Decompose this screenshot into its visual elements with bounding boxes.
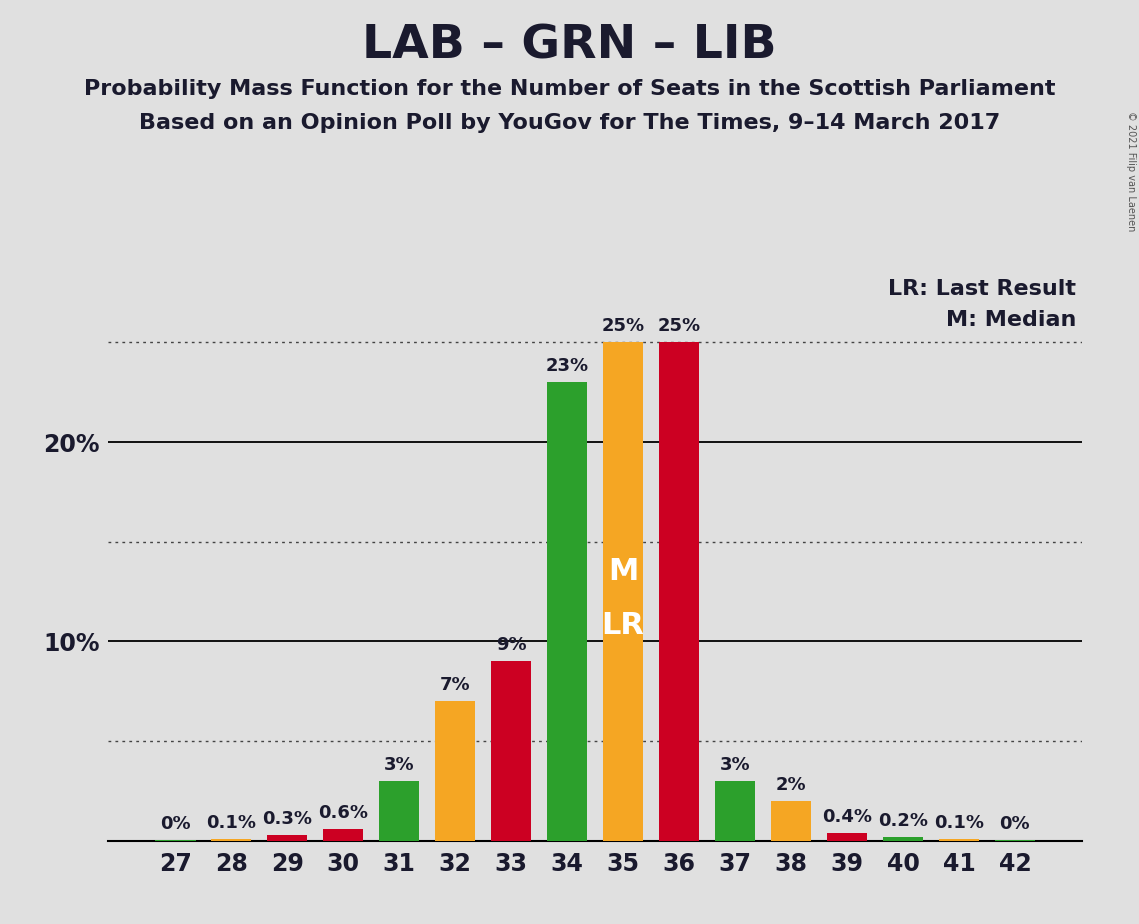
Text: 25%: 25% <box>657 317 700 335</box>
Text: 3%: 3% <box>384 756 415 774</box>
Bar <box>715 781 755 841</box>
Text: LR: LR <box>601 611 645 640</box>
Bar <box>883 837 923 841</box>
Bar <box>323 829 363 841</box>
Text: LR: Last Result: LR: Last Result <box>888 278 1076 298</box>
Text: © 2021 Filip van Laenen: © 2021 Filip van Laenen <box>1126 111 1136 231</box>
Bar <box>939 839 980 841</box>
Bar <box>659 343 699 841</box>
Text: 25%: 25% <box>601 317 645 335</box>
Text: 0.3%: 0.3% <box>262 809 312 828</box>
Text: Based on an Opinion Poll by YouGov for The Times, 9–14 March 2017: Based on an Opinion Poll by YouGov for T… <box>139 113 1000 133</box>
Text: 0%: 0% <box>161 815 190 833</box>
Bar <box>827 833 867 841</box>
Bar <box>491 662 531 841</box>
Text: M: Median: M: Median <box>947 310 1076 331</box>
Text: LAB – GRN – LIB: LAB – GRN – LIB <box>362 23 777 68</box>
Text: Probability Mass Function for the Number of Seats in the Scottish Parliament: Probability Mass Function for the Number… <box>84 79 1055 99</box>
Text: M: M <box>608 557 638 586</box>
Text: 0.4%: 0.4% <box>822 808 872 826</box>
Text: 3%: 3% <box>720 756 751 774</box>
Text: 23%: 23% <box>546 358 589 375</box>
Text: 0.2%: 0.2% <box>878 812 928 830</box>
Bar <box>435 701 475 841</box>
Bar <box>771 801 811 841</box>
Bar <box>547 383 588 841</box>
Bar <box>994 840 1035 841</box>
Bar <box>155 840 196 841</box>
Text: 0.6%: 0.6% <box>318 804 368 822</box>
Text: 2%: 2% <box>776 776 806 794</box>
Text: 9%: 9% <box>495 637 526 654</box>
Text: 0.1%: 0.1% <box>206 814 256 832</box>
Bar <box>603 343 644 841</box>
Bar <box>268 835 308 841</box>
Text: 0%: 0% <box>1000 815 1030 833</box>
Bar <box>211 839 252 841</box>
Text: 7%: 7% <box>440 676 470 694</box>
Bar <box>379 781 419 841</box>
Text: 0.1%: 0.1% <box>934 814 984 832</box>
